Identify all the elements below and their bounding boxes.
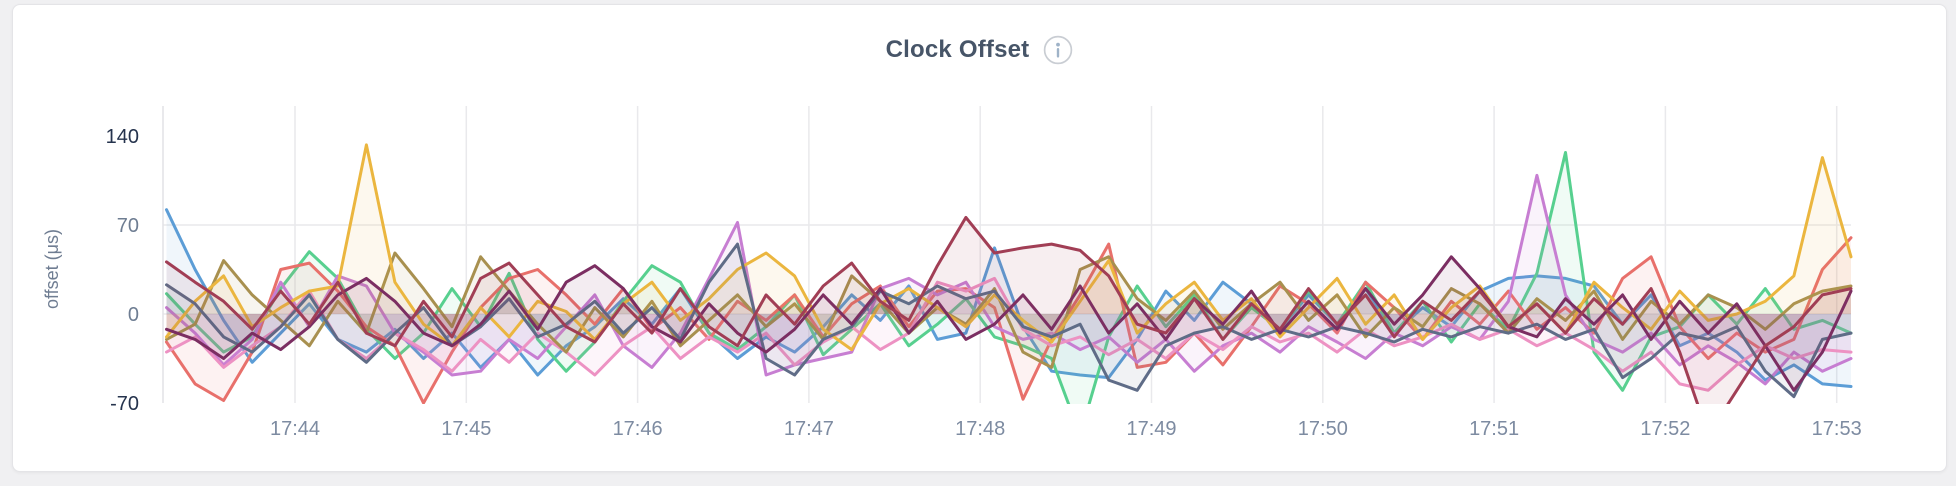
series-khaki-line (165, 251, 1853, 369)
series-blue-area (166, 209, 1851, 387)
x-tick-label: 17:46 (613, 418, 663, 440)
y-axis-title: offset (μs) (42, 229, 62, 309)
x-tick-label: 17:52 (1640, 418, 1690, 440)
y-tick-label: 0 (128, 304, 139, 326)
y-tick-label: 140 (106, 126, 139, 148)
x-tick-label: 17:45 (441, 418, 491, 440)
info-icon-stem (1057, 48, 1060, 58)
series-plum-area (166, 256, 1851, 391)
series-khaki-area (166, 253, 1851, 368)
info-icon-ring (1044, 35, 1073, 65)
chart-header: Clock Offset (13, 33, 1946, 67)
series-salmon-line (165, 236, 1853, 404)
axis-layer: 17:44 17:45 17:46 17:47 17:48 17:49 17:50 17:51… (42, 126, 1862, 440)
series-plum-line (165, 255, 1853, 392)
x-tick-label: 17:44 (270, 418, 320, 440)
series-maroon-line (165, 215, 1853, 404)
y-tick-label: 70 (117, 215, 139, 237)
x-tick-label: 17:53 (1812, 418, 1862, 440)
series-green-line (165, 151, 1853, 404)
clock-offset-chart[interactable]: 17:44 17:45 17:46 17:47 17:48 17:49 17:50 17:51… (13, 5, 1944, 469)
x-tick-label: 17:47 (784, 418, 834, 440)
y-tick-label: -70 (110, 393, 139, 415)
x-tick-label: 17:51 (1469, 418, 1519, 440)
x-tick-label: 17:49 (1126, 418, 1176, 440)
series-green-area (166, 152, 1851, 404)
info-icon-dot (1056, 42, 1061, 47)
series-pink-area (166, 278, 1851, 391)
series-layer (165, 143, 1853, 404)
page-title: Clock Offset (885, 36, 1030, 63)
chart-card: 17:44 17:45 17:46 17:47 17:48 17:49 17:50 17:51… (12, 4, 1947, 472)
x-tick-label: 17:50 (1298, 418, 1348, 440)
series-maroon-area (166, 217, 1851, 404)
series-pink-line (165, 276, 1853, 392)
x-tick-label: 17:48 (955, 418, 1005, 440)
info-icon[interactable] (1043, 35, 1073, 65)
